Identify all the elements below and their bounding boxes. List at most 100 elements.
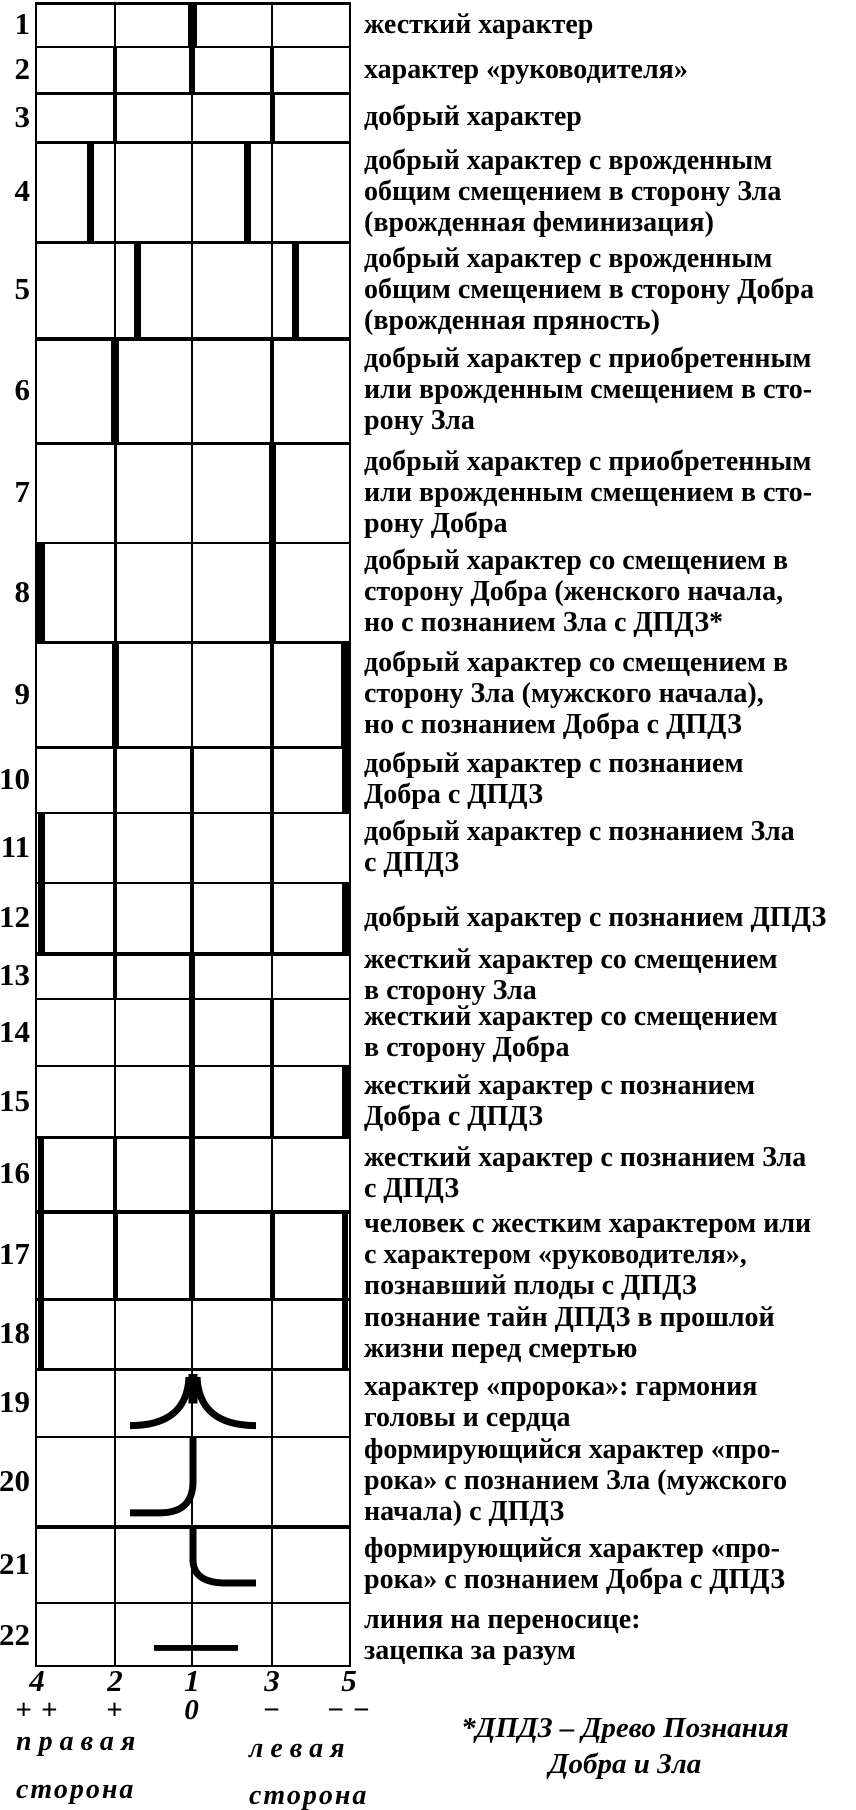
row-number: 20 [0, 1462, 30, 1498]
row-number: 17 [0, 1236, 30, 1271]
row-number: 10 [0, 761, 30, 796]
row-number: 13 [0, 957, 30, 992]
row-number: 15 [0, 1082, 30, 1118]
grid-line [114, 1301, 116, 1368]
grid-line [114, 1529, 116, 1602]
diagram-row: 12 добрый характер с познанием ДПДЗ [0, 882, 856, 952]
row-label: человек с жестким характером или с харак… [364, 1207, 812, 1301]
row-label: познание тайн ДПДЗ в прошлой жизни перед… [364, 1302, 775, 1364]
plus-side-label-line2: сторона [16, 1774, 136, 1805]
trait-mark [342, 1214, 348, 1298]
grid-line [271, 1139, 273, 1210]
diagram-row: 22 линия на переносице: зацепка за разум [0, 1602, 856, 1667]
grid-line [114, 1438, 116, 1525]
row-number: 6 [14, 371, 31, 407]
axis-tick: 4 + + [7, 1665, 67, 1726]
trait-mark [113, 95, 117, 141]
trait-mark [268, 544, 276, 641]
row-number: 14 [0, 1013, 30, 1049]
grid-line [191, 244, 193, 337]
trait-mark [113, 1139, 117, 1210]
row-number: 8 [14, 573, 31, 609]
trait-mark [133, 244, 141, 337]
grid-line [191, 1301, 193, 1368]
trait-mark [268, 445, 276, 542]
row-label: добрый характер с врожденным общим смеще… [364, 144, 782, 238]
row-grid-cell [35, 1065, 351, 1136]
jleft-curve [130, 1438, 197, 1517]
grid-line [191, 644, 193, 746]
grid-line [271, 1371, 273, 1436]
trait-mark [189, 1214, 195, 1298]
diagram-row: 18 познание тайн ДПДЗ в прошлой жизни пер… [0, 1298, 856, 1368]
trait-mark [341, 749, 349, 812]
trait-mark [113, 956, 117, 998]
axis-tick-number: 1 [184, 1663, 200, 1698]
trait-mark [243, 144, 251, 241]
trait-mark [269, 95, 275, 141]
trait-mark [270, 644, 274, 746]
trait-mark [112, 1214, 118, 1298]
grid-line [114, 144, 116, 241]
axis-tick-sign: − − [327, 1694, 371, 1726]
row-label: формирующийся характер «про- рока» с поз… [364, 1434, 788, 1527]
diagram-row: 11 добрый характер с познанием Зла с ДПДЗ [0, 812, 856, 882]
row-grid-cell [35, 542, 351, 641]
row-grid-cell [35, 1210, 351, 1298]
grid-line [191, 95, 193, 141]
row-label: характер «руководителя» [364, 53, 688, 85]
diagram-row: 14 жесткий характер со смещением в сторон… [0, 998, 856, 1065]
diagram-row: 15 жесткий характер с познанием Добра с Д… [0, 1065, 856, 1136]
diagram-grid: 1 жесткий характер 2 характер «руководителя… [0, 2, 856, 1667]
footnote: *ДПДЗ – Древо Познания Добра и Зла [410, 1710, 840, 1782]
row-number: 12 [0, 899, 30, 934]
row-grid-cell [35, 952, 351, 998]
hline-curve [154, 1645, 238, 1651]
diagram-row: 2 характер «руководителя» [0, 46, 856, 92]
grid-line [191, 1604, 193, 1665]
row-number: 5 [14, 271, 31, 306]
axis-tick-sign: + [106, 1694, 124, 1726]
axis-tick-sign: + + [15, 1694, 59, 1726]
grid-line [114, 1371, 116, 1436]
axis-tick-number: 2 [107, 1663, 123, 1698]
footnote-line2: Добра и Зла [548, 1748, 702, 1780]
axis-tick: 5− − [319, 1665, 379, 1726]
trait-mark [111, 341, 119, 442]
diagram-row: 6 добрый характер с приобретенным или вро… [0, 337, 856, 442]
grid-line [271, 956, 273, 998]
row-label: добрый характер с приобретенным или врож… [364, 445, 813, 539]
trait-mark [341, 1067, 349, 1136]
row-grid-cell [35, 641, 351, 746]
trait-mark [342, 1301, 348, 1368]
row-label: жесткий характер со смещением в сторону … [364, 1000, 778, 1063]
row-grid-cell [35, 241, 351, 337]
grid-line [271, 1604, 273, 1665]
trait-mark [190, 884, 194, 952]
row-number: 19 [0, 1384, 30, 1419]
row-grid-cell [35, 1368, 351, 1436]
row-grid-cell [35, 141, 351, 241]
row-number: 9 [14, 675, 31, 711]
trait-mark [86, 144, 94, 241]
row-number: 22 [0, 1616, 30, 1652]
row-label: жесткий характер с познанием Добра с ДПД… [364, 1069, 756, 1132]
grid-line [271, 244, 273, 337]
trait-mark [270, 1067, 274, 1136]
diagram-row: 16 жесткий характер с познанием Зла с ДПД… [0, 1136, 856, 1210]
row-number: 18 [0, 1315, 30, 1350]
trait-mark [113, 544, 117, 641]
row-label: добрый характер с врожденным общим смеще… [364, 242, 815, 336]
row-grid-cell [35, 746, 351, 812]
axis-tick-number: 3 [264, 1663, 280, 1698]
row-grid-cell [35, 1136, 351, 1210]
grid-line [114, 1000, 116, 1065]
axis-tick-sign: − [263, 1694, 281, 1726]
grid-line [114, 1604, 116, 1665]
minus-side-label-line2: сторона [249, 1780, 369, 1810]
trait-mark [270, 48, 274, 92]
trait-mark [291, 244, 299, 337]
diagram-row: 7 добрый характер с приобретенным или вро… [0, 442, 856, 542]
trait-mark [113, 445, 117, 542]
row-label: добрый характер [364, 101, 582, 132]
